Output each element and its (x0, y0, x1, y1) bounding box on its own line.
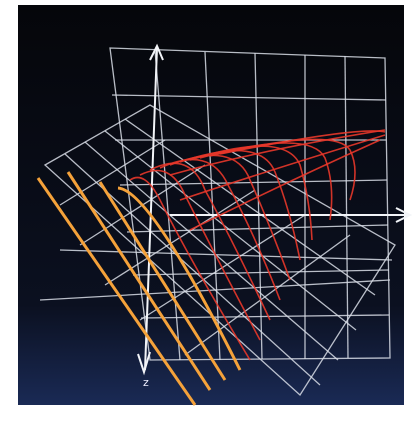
axis-arrow (137, 351, 151, 376)
axis-arrow (395, 207, 412, 223)
vertical-axis (144, 47, 158, 371)
axis-label: z (143, 376, 149, 389)
back-grid (109, 47, 391, 361)
red-traces (129, 129, 386, 361)
axis-arrow (149, 43, 164, 61)
background (18, 5, 404, 405)
side-grid (39, 104, 396, 396)
orange-traces (36, 171, 242, 406)
